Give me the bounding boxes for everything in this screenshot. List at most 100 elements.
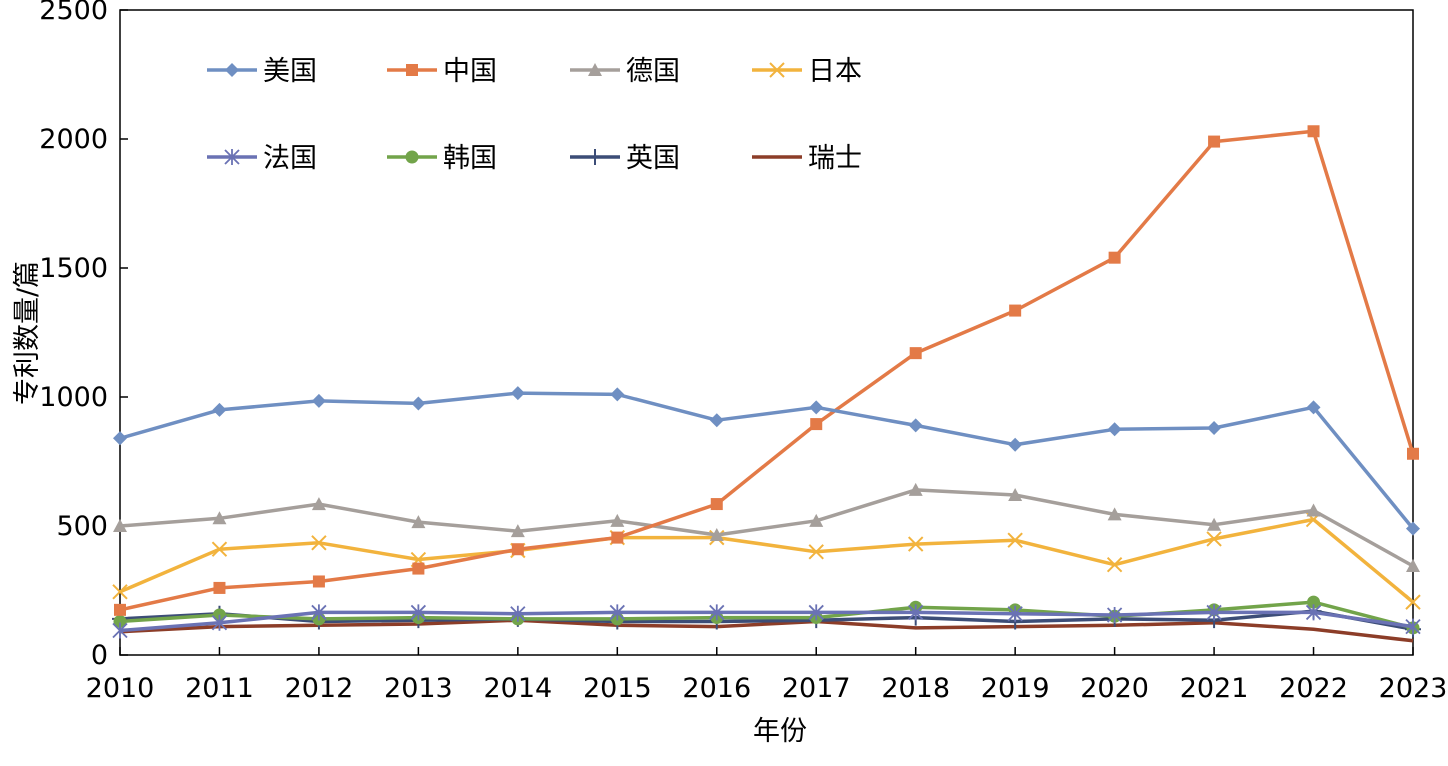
series-0 xyxy=(113,386,1420,536)
data-point xyxy=(1207,420,1222,435)
data-point xyxy=(1009,304,1022,317)
x-tick-label: 2020 xyxy=(1080,673,1149,704)
y-tick-label: 2500 xyxy=(39,0,108,26)
x-tick-label: 2018 xyxy=(881,673,950,704)
legend-item-0: 美国 xyxy=(207,56,317,87)
legend-item-4: 法国 xyxy=(207,143,317,174)
series-line xyxy=(119,600,1414,630)
series-7 xyxy=(119,618,1414,643)
data-point xyxy=(808,544,824,560)
legend-label: 瑞士 xyxy=(808,143,862,174)
legend-label: 韩国 xyxy=(443,143,497,174)
legend-label: 英国 xyxy=(626,143,680,174)
data-point xyxy=(709,604,725,621)
legend-swatch-marker xyxy=(588,63,602,76)
series-3 xyxy=(112,511,1421,610)
data-point xyxy=(1106,556,1123,573)
data-point xyxy=(1306,503,1321,517)
legend-label: 法国 xyxy=(263,143,317,174)
data-point xyxy=(809,400,824,415)
data-point xyxy=(1406,521,1420,536)
x-tick-label: 2013 xyxy=(384,673,453,704)
data-point xyxy=(909,347,922,360)
data-point xyxy=(1107,507,1122,521)
data-point xyxy=(1405,594,1421,610)
data-point xyxy=(114,603,126,616)
data-point xyxy=(1307,595,1321,609)
x-tick-label: 2023 xyxy=(1379,673,1448,704)
data-point xyxy=(710,498,723,511)
data-point xyxy=(709,528,724,542)
axes-group: 0 500 1000 1500 2000 2500 2010 2011 2012 2013 2014… xyxy=(39,0,1447,704)
data-point xyxy=(212,402,227,417)
series-line xyxy=(119,618,1414,643)
data-point xyxy=(809,513,824,527)
data-point xyxy=(808,604,824,621)
data-point xyxy=(1206,531,1222,547)
data-point xyxy=(411,396,426,411)
x-tick-label: 2012 xyxy=(285,673,354,704)
y-tick-label: 2000 xyxy=(39,124,108,155)
data-point xyxy=(113,614,127,628)
data-point xyxy=(213,581,226,594)
data-point xyxy=(1406,558,1420,572)
y-tick-label: 0 xyxy=(91,640,108,671)
data-point xyxy=(1007,605,1023,622)
data-point xyxy=(610,513,625,527)
data-point xyxy=(113,431,127,446)
data-point xyxy=(510,386,525,401)
x-tick-label: 2021 xyxy=(1180,673,1249,704)
data-point xyxy=(1008,437,1023,452)
data-point xyxy=(311,393,326,408)
data-point xyxy=(611,531,624,544)
x-tick-label: 2014 xyxy=(483,673,552,704)
data-point xyxy=(810,418,823,431)
data-point xyxy=(709,413,724,428)
data-point xyxy=(112,584,128,600)
legend-item-7: 瑞士 xyxy=(752,143,862,174)
legend-item-5: 韩国 xyxy=(387,143,497,174)
data-point xyxy=(1405,618,1421,635)
legend-item-1: 中国 xyxy=(387,56,497,87)
data-point xyxy=(411,515,426,529)
x-tick-label: 2010 xyxy=(86,673,155,704)
data-point xyxy=(510,605,526,622)
plot-frame xyxy=(119,9,1414,656)
x-tick-label: 2017 xyxy=(782,673,851,704)
x-axis-title: 年份 xyxy=(753,716,807,747)
series-line xyxy=(119,610,1414,633)
data-point xyxy=(312,575,325,588)
series-line xyxy=(119,609,1414,631)
data-point xyxy=(610,387,625,402)
data-point xyxy=(1107,422,1122,437)
data-point xyxy=(1206,604,1222,621)
data-point xyxy=(311,497,326,511)
data-point xyxy=(112,622,128,639)
legend-swatch-marker xyxy=(587,149,603,165)
legend-swatch-marker xyxy=(405,150,419,164)
legend-item-6: 英国 xyxy=(570,143,680,174)
series-line xyxy=(119,488,1414,568)
data-point xyxy=(412,562,425,575)
data-point xyxy=(1007,532,1023,548)
data-point xyxy=(410,604,427,621)
data-point xyxy=(510,524,525,538)
legend-label: 美国 xyxy=(263,56,317,87)
legend-swatch-marker xyxy=(406,64,418,76)
data-point xyxy=(908,482,923,496)
x-tick-label: 2011 xyxy=(185,673,254,704)
x-tick-label: 2022 xyxy=(1279,673,1348,704)
y-tick-label: 500 xyxy=(56,511,108,542)
y-axis-title: 专利数量/篇 xyxy=(12,261,43,405)
data-point xyxy=(511,543,524,556)
data-point xyxy=(908,418,923,433)
x-tick-label: 2015 xyxy=(583,673,652,704)
legend-item-3: 日本 xyxy=(752,56,862,87)
data-point xyxy=(1008,488,1023,502)
legend-label: 德国 xyxy=(626,56,680,87)
data-point xyxy=(907,536,924,552)
data-point xyxy=(908,604,924,621)
data-point xyxy=(1306,400,1321,415)
